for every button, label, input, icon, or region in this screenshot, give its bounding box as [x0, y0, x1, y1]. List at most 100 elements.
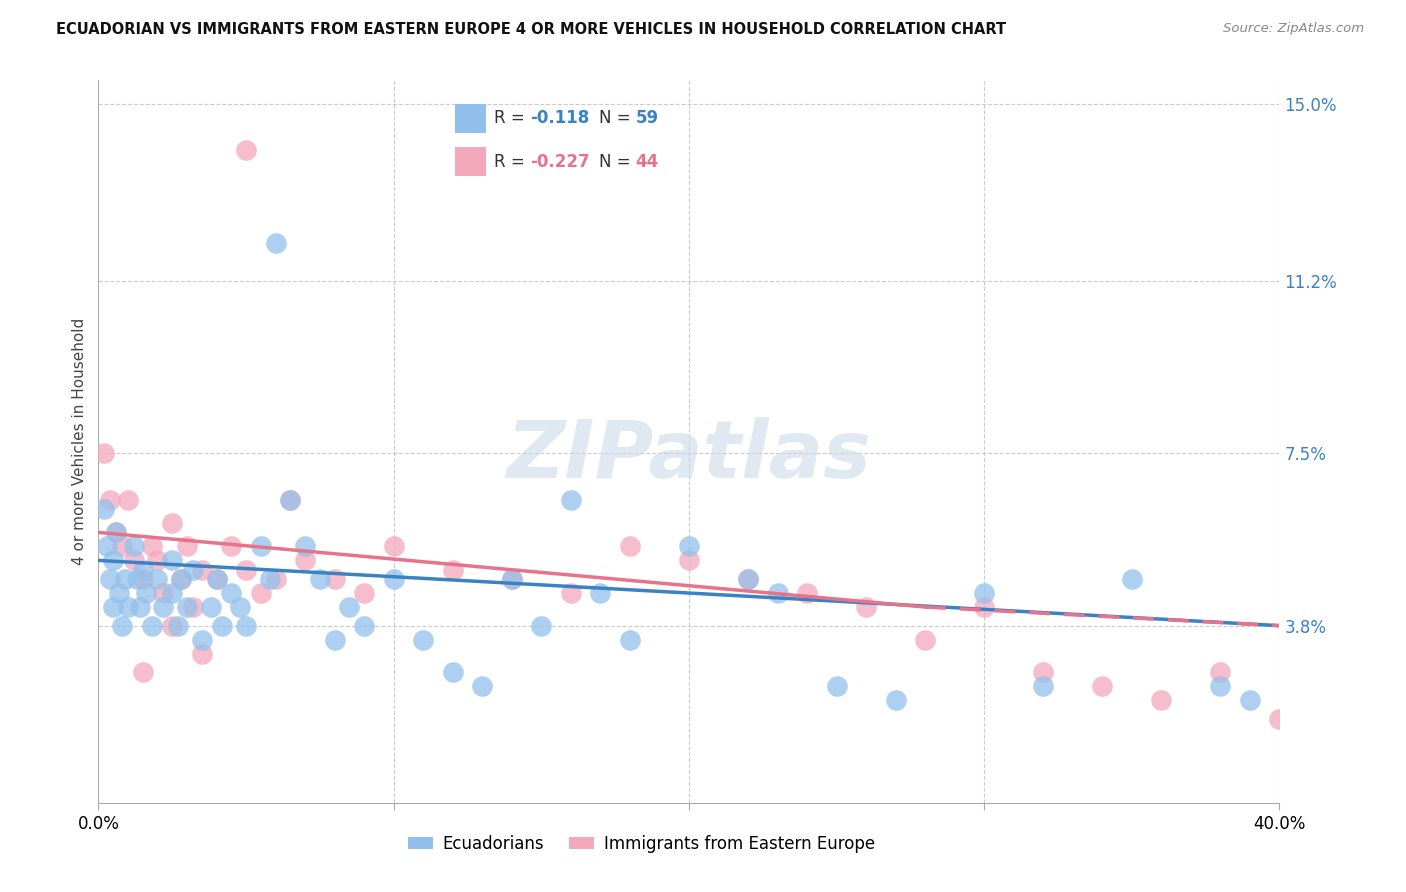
Point — [250, 586, 273, 600]
Point — [96, 540, 118, 554]
Point — [1121, 572, 1143, 586]
Point — [264, 572, 287, 586]
Point — [162, 516, 183, 530]
Point — [176, 600, 198, 615]
Point — [141, 540, 163, 554]
Point — [108, 586, 131, 600]
Point — [235, 563, 257, 577]
Point — [98, 492, 121, 507]
Point — [111, 540, 134, 554]
Point — [128, 600, 150, 615]
Point — [560, 586, 582, 600]
Point — [146, 553, 169, 567]
Point — [146, 572, 169, 586]
Point — [796, 586, 818, 600]
Point — [1268, 712, 1291, 726]
Text: ZIPatlas: ZIPatlas — [506, 417, 872, 495]
Point — [884, 693, 907, 707]
Point — [205, 572, 228, 586]
Point — [737, 572, 759, 586]
Point — [117, 492, 139, 507]
Point — [125, 572, 148, 586]
Point — [211, 618, 233, 632]
Point — [1150, 693, 1173, 707]
Point — [412, 632, 434, 647]
Point — [229, 600, 252, 615]
Point — [973, 586, 995, 600]
Point — [280, 492, 302, 507]
Point — [181, 563, 204, 577]
Point — [619, 540, 641, 554]
Point — [530, 618, 553, 632]
Point — [737, 572, 759, 586]
Point — [973, 600, 995, 615]
Point — [105, 525, 128, 540]
Point — [103, 553, 125, 567]
Point — [176, 540, 198, 554]
Point — [167, 618, 190, 632]
Point — [825, 679, 848, 693]
Point — [105, 525, 128, 540]
Point — [132, 563, 155, 577]
Point — [1209, 679, 1232, 693]
Point — [221, 540, 243, 554]
Point — [221, 586, 243, 600]
Point — [235, 618, 257, 632]
Point — [132, 572, 155, 586]
Point — [162, 586, 183, 600]
Point — [1239, 693, 1261, 707]
Point — [766, 586, 789, 600]
Point — [191, 563, 214, 577]
Point — [93, 446, 115, 460]
Text: ECUADORIAN VS IMMIGRANTS FROM EASTERN EUROPE 4 OR MORE VEHICLES IN HOUSEHOLD COR: ECUADORIAN VS IMMIGRANTS FROM EASTERN EU… — [56, 22, 1007, 37]
Point — [560, 492, 582, 507]
Point — [93, 502, 115, 516]
Point — [855, 600, 877, 615]
Point — [280, 492, 302, 507]
Point — [1032, 665, 1054, 680]
Point — [122, 540, 145, 554]
Point — [250, 540, 273, 554]
Point — [382, 540, 405, 554]
Point — [162, 553, 183, 567]
Point — [191, 632, 214, 647]
Text: Source: ZipAtlas.com: Source: ZipAtlas.com — [1223, 22, 1364, 36]
Point — [294, 553, 316, 567]
Point — [441, 563, 464, 577]
Point — [122, 553, 145, 567]
Point — [259, 572, 281, 586]
Point — [589, 586, 612, 600]
Point — [103, 600, 125, 615]
Point — [191, 647, 214, 661]
Point — [181, 600, 204, 615]
Point — [135, 586, 157, 600]
Legend: Ecuadorians, Immigrants from Eastern Europe: Ecuadorians, Immigrants from Eastern Eur… — [401, 828, 882, 860]
Point — [152, 600, 174, 615]
Point — [501, 572, 523, 586]
Point — [111, 618, 134, 632]
Point — [114, 572, 136, 586]
Point — [152, 586, 174, 600]
Point — [471, 679, 494, 693]
Point — [914, 632, 936, 647]
Point — [98, 572, 121, 586]
Point — [353, 586, 375, 600]
Point — [678, 553, 700, 567]
Point — [117, 600, 139, 615]
Point — [235, 143, 257, 157]
Point — [309, 572, 332, 586]
Point — [170, 572, 193, 586]
Point — [323, 632, 346, 647]
Point — [323, 572, 346, 586]
Point — [501, 572, 523, 586]
Point — [1209, 665, 1232, 680]
Point — [200, 600, 222, 615]
Point — [294, 540, 316, 554]
Y-axis label: 4 or more Vehicles in Household: 4 or more Vehicles in Household — [72, 318, 87, 566]
Point — [678, 540, 700, 554]
Point — [619, 632, 641, 647]
Point — [339, 600, 361, 615]
Point — [353, 618, 375, 632]
Point — [1032, 679, 1054, 693]
Point — [162, 618, 183, 632]
